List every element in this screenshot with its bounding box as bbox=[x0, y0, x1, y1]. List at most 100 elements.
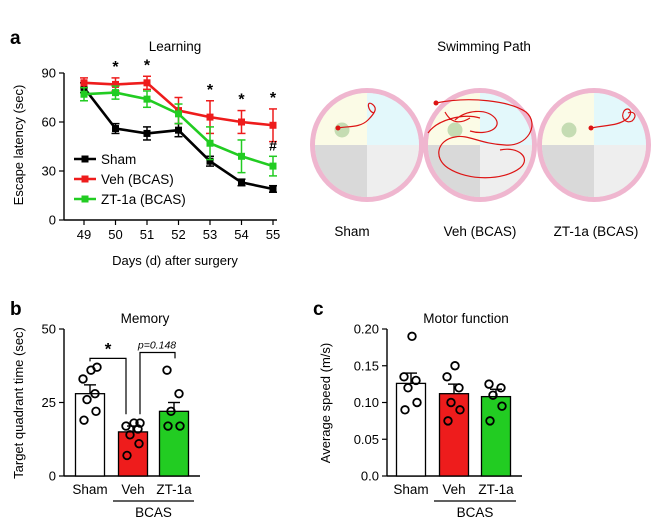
data-point-veh bbox=[143, 79, 151, 87]
memory-data-point bbox=[129, 418, 139, 428]
legend-swatch-marker bbox=[81, 195, 89, 203]
memory-data-point bbox=[79, 415, 89, 425]
learning-x-tick-label: 54 bbox=[234, 227, 248, 242]
learning-chart-title: Learning bbox=[149, 39, 202, 54]
learning-series bbox=[80, 75, 277, 193]
swim-path-trace bbox=[427, 99, 533, 179]
pool-1 bbox=[310, 88, 424, 202]
significance-hash: # bbox=[269, 137, 277, 153]
legend-swatch-marker bbox=[81, 155, 89, 163]
data-point-zt bbox=[80, 90, 88, 98]
learning-y-label: Escape latency (sec) bbox=[11, 85, 26, 206]
swim-start-point bbox=[433, 100, 439, 106]
data-point-sham bbox=[238, 178, 245, 186]
data-point-veh bbox=[112, 80, 119, 88]
memory-p-value: p=0.148 bbox=[137, 340, 176, 352]
learning-x-tick-label: 52 bbox=[171, 227, 185, 242]
memory-data-point bbox=[175, 421, 185, 431]
memory-chart-title: Memory bbox=[121, 311, 170, 326]
swim-start-point bbox=[588, 125, 594, 131]
panel-a-letter: a bbox=[10, 28, 21, 49]
pool-label: Sham bbox=[334, 224, 369, 239]
learning-x-label: Days (d) after surgery bbox=[112, 253, 238, 268]
motor-category-label: Veh bbox=[442, 482, 465, 497]
data-point-sham bbox=[112, 125, 119, 133]
motor-y-tick-label: 0.0 bbox=[361, 469, 379, 484]
panel-c-letter: c bbox=[313, 299, 324, 320]
data-point-sham bbox=[206, 157, 214, 165]
motor-data-point bbox=[455, 405, 465, 415]
pool-2 bbox=[423, 88, 537, 202]
legend-swatch-marker bbox=[81, 175, 89, 183]
motor-data-point bbox=[488, 390, 498, 400]
panel-b-letter: b bbox=[10, 299, 22, 320]
motor-data-point bbox=[485, 416, 495, 426]
data-point-zt bbox=[175, 110, 182, 118]
hidden-platform bbox=[561, 122, 577, 138]
quadrant-ne bbox=[367, 93, 419, 145]
data-point-zt bbox=[143, 95, 151, 103]
memory-sig-star: * bbox=[105, 339, 112, 358]
swim-start-point bbox=[335, 125, 341, 131]
memory-y-tick-label: 50 bbox=[42, 322, 56, 337]
quadrant-ne bbox=[480, 93, 532, 145]
motor-data-point bbox=[454, 383, 464, 393]
data-point-zt bbox=[269, 162, 277, 170]
memory-category-label: Veh bbox=[121, 482, 144, 497]
memory-data-point bbox=[78, 374, 88, 384]
data-point-zt bbox=[238, 152, 245, 160]
motor-bar-sham bbox=[395, 382, 427, 477]
memory-data-point bbox=[122, 450, 132, 461]
motor-data-point bbox=[446, 397, 456, 408]
memory-data-point bbox=[125, 430, 135, 440]
motor-data-point bbox=[450, 361, 460, 371]
target-quadrant bbox=[315, 93, 367, 145]
learning-x-tick-label: 53 bbox=[203, 227, 217, 242]
memory-category-label: Sham bbox=[72, 482, 107, 497]
motor-data-point bbox=[400, 405, 410, 415]
memory-bar-sham bbox=[74, 393, 106, 477]
memory-data-point bbox=[166, 406, 176, 417]
memory-data-point bbox=[92, 362, 102, 372]
quadrant-se bbox=[594, 145, 646, 197]
memory-data-point bbox=[91, 406, 101, 417]
data-point-veh bbox=[269, 121, 277, 129]
swim-path-trace bbox=[590, 108, 636, 129]
significance-star: * bbox=[144, 57, 151, 74]
motor-group-label: BCAS bbox=[457, 505, 494, 520]
motor-data-point bbox=[403, 383, 413, 393]
learning-y-tick-label: 60 bbox=[42, 115, 56, 130]
motor-y-tick-label: 0.10 bbox=[354, 395, 379, 410]
data-point-veh bbox=[238, 118, 245, 126]
memory-data-point bbox=[90, 388, 100, 399]
learning-annotations: * * * * * # bbox=[112, 57, 277, 153]
motor-data-point bbox=[411, 375, 421, 386]
motor-data-point bbox=[442, 372, 452, 382]
swimming-pools: Sham Veh (BCAS) ZT-1a (BCAS) bbox=[310, 88, 651, 239]
memory-data-point bbox=[134, 438, 144, 449]
learning-y-tick-label: 0 bbox=[49, 213, 56, 228]
legend-label: Veh (BCAS) bbox=[101, 172, 174, 187]
swim-path-trace bbox=[337, 102, 376, 129]
memory-data-point bbox=[82, 394, 92, 405]
memory-bar-zt bbox=[158, 410, 190, 477]
data-point-sham bbox=[269, 185, 277, 193]
quadrant-sw bbox=[315, 145, 367, 197]
pool-3 bbox=[537, 88, 651, 202]
memory-data-point bbox=[121, 421, 131, 431]
quadrant-ne bbox=[594, 93, 646, 145]
quadrant-se bbox=[480, 145, 532, 197]
memory-y-label: Target quadrant time (sec) bbox=[11, 327, 26, 479]
data-point-zt bbox=[206, 139, 214, 147]
pool-label: ZT-1a (BCAS) bbox=[554, 224, 639, 239]
swimming-path-title: Swimming Path bbox=[437, 39, 531, 54]
data-point-sham bbox=[175, 126, 182, 134]
learning-y-tick-label: 90 bbox=[42, 66, 56, 81]
memory-sig-bracket bbox=[89, 357, 127, 415]
data-point-veh bbox=[80, 79, 88, 87]
motor-data-point bbox=[497, 401, 507, 411]
motor-data-point bbox=[443, 416, 453, 426]
learning-x-tick-label: 49 bbox=[77, 227, 91, 242]
motor-data-point bbox=[496, 383, 506, 393]
motor-y-label: Average speed (m/s) bbox=[318, 343, 333, 463]
